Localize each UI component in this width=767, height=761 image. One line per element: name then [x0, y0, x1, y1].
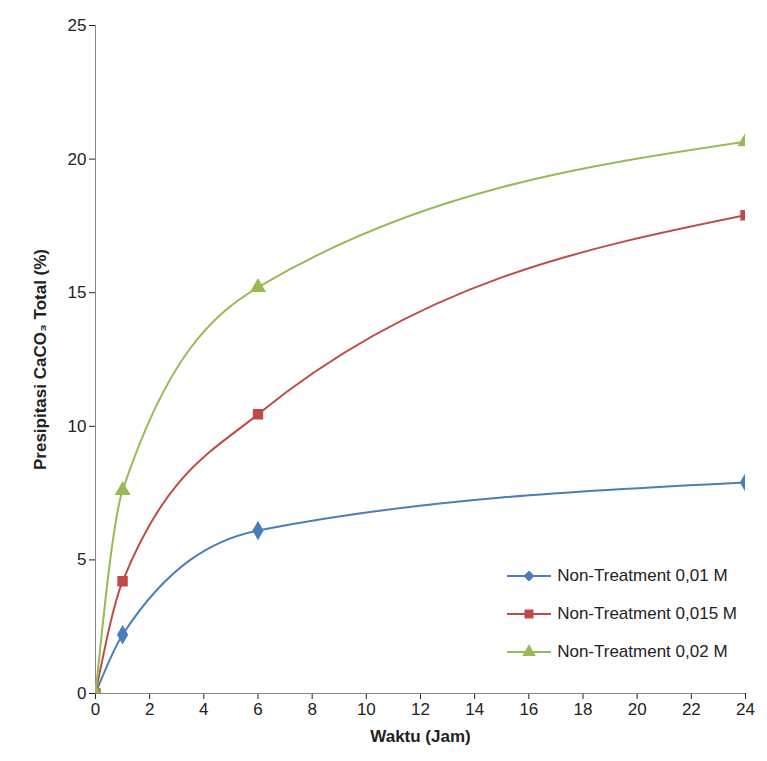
svg-text:22: 22	[682, 700, 701, 719]
svg-text:0: 0	[91, 700, 100, 719]
svg-text:18: 18	[574, 700, 593, 719]
svg-text:4: 4	[199, 700, 208, 719]
svg-text:24: 24	[736, 700, 755, 719]
html-text:Non-Treatment 0,015 M: Non-Treatment 0,015 M	[557, 604, 737, 623]
svg-text:Waktu (Jam): Waktu (Jam)	[370, 727, 470, 746]
svg-text:10: 10	[357, 700, 376, 719]
svg-text:10: 10	[68, 417, 87, 436]
svg-text:5: 5	[77, 550, 86, 569]
svg-text:25: 25	[68, 16, 87, 35]
svg-text:14: 14	[465, 700, 484, 719]
svg-text:2: 2	[145, 700, 154, 719]
html-text:Non-Treatment 0,02 M: Non-Treatment 0,02 M	[557, 642, 728, 661]
svg-text:6: 6	[253, 700, 262, 719]
svg-text:8: 8	[307, 700, 316, 719]
html-text:Non-Treatment 0,01 M: Non-Treatment 0,01 M	[557, 566, 728, 585]
svg-text:20: 20	[68, 150, 87, 169]
svg-text:16: 16	[519, 700, 538, 719]
svg-text:12: 12	[411, 700, 430, 719]
svg-text:20: 20	[628, 700, 647, 719]
svg-text:15: 15	[68, 283, 87, 302]
svg-text:0: 0	[77, 684, 86, 703]
svg-text:Presipitasi CaCO₃ Total (%): Presipitasi CaCO₃ Total (%)	[31, 249, 50, 470]
